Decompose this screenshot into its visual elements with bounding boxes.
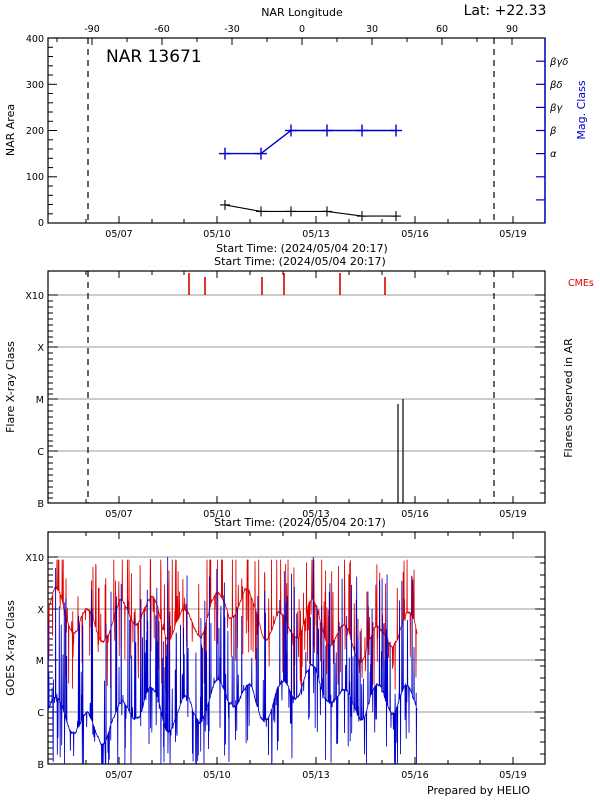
y-axis-title-bottom: GOES X-ray Class — [4, 600, 17, 696]
svg-text:X10: X10 — [25, 553, 44, 564]
mag-class-series — [219, 124, 402, 160]
svg-text:05/10: 05/10 — [203, 229, 230, 240]
mag-class-axis-title: Mag. Class — [575, 80, 588, 139]
nar-area-panel: NAR Longitude Lat: +22.33 -90 -60 -30 0 … — [0, 0, 600, 258]
start-time-caption-middle-wrap: Start Time: (2024/05/04 20:17) — [0, 250, 600, 269]
svg-text:400: 400 — [26, 34, 44, 45]
svg-text:-90: -90 — [84, 24, 100, 35]
svg-text:X: X — [37, 343, 44, 354]
svg-text:05/07: 05/07 — [105, 509, 132, 520]
gridlines-middle — [48, 294, 545, 452]
svg-text:0: 0 — [38, 218, 44, 229]
goes-short-trace — [47, 556, 418, 765]
left-axis-ticks-middle — [48, 294, 58, 504]
left-axis-ticklabels-middle: X10 X M C B — [25, 291, 44, 510]
svg-text:05/10: 05/10 — [203, 509, 230, 520]
limb-dashed-lines-middle — [87, 271, 495, 503]
svg-text:α: α — [550, 149, 557, 160]
limb-dashed-lines — [87, 38, 495, 223]
svg-text:B: B — [37, 760, 44, 771]
bottom-axis-ticks-middle — [85, 271, 514, 503]
svg-text:200: 200 — [26, 126, 44, 137]
svg-text:0: 0 — [299, 24, 305, 35]
nar-area-svg: NAR Longitude Lat: +22.33 -90 -60 -30 0 … — [4, 3, 588, 255]
left-axis-ticklabels: 0 100 200 300 400 — [26, 34, 44, 229]
svg-text:05/16: 05/16 — [401, 229, 428, 240]
nar-title: NAR 13671 — [106, 47, 202, 67]
top-axis-ticks — [56, 38, 513, 45]
cme-markers — [188, 273, 386, 295]
goes-xray-svg: X10 X M C B GOES X-ray Class — [4, 531, 546, 797]
goes-xray-panel: X10 X M C B GOES X-ray Class — [0, 516, 600, 800]
flare-xray-panel: X10 X M C B Flare X-ray Class CMEs Flare… — [0, 255, 600, 520]
svg-text:βγδ: βγδ — [549, 57, 568, 68]
start-time-caption-middle: Start Time: (2024/05/04 20:17) — [214, 255, 386, 268]
top-axis-title: NAR Longitude — [261, 6, 343, 19]
svg-text:05/13: 05/13 — [302, 229, 329, 240]
flares-in-ar-axis-title: Flares observed in AR — [562, 338, 575, 458]
latitude-annotation: Lat: +22.33 — [464, 3, 547, 19]
right-axis-ticks — [536, 60, 545, 201]
y-axis-title-middle: Flare X-ray Class — [4, 341, 17, 433]
svg-text:M: M — [36, 656, 44, 667]
svg-text:05/19: 05/19 — [499, 229, 526, 240]
svg-text:05/07: 05/07 — [105, 770, 132, 781]
start-time-caption-bottom-wrap: Start Time: (2024/05/04 20:17) — [0, 511, 600, 530]
mag-class-ticklabels: α β βγ βδ βγδ — [549, 57, 568, 160]
svg-text:05/07: 05/07 — [105, 229, 132, 240]
right-axis-ticks-bottom — [535, 556, 545, 755]
svg-text:05/10: 05/10 — [203, 770, 230, 781]
svg-text:C: C — [37, 708, 44, 719]
bottom-axis-ticklabels-bottom: 05/07 05/10 05/13 05/16 05/19 — [105, 770, 526, 781]
svg-text:βγ: βγ — [549, 103, 563, 114]
svg-text:05/16: 05/16 — [401, 770, 428, 781]
top-axis-ticklabels: -90 -60 -30 0 30 60 90 — [84, 24, 518, 35]
svg-text:β: β — [549, 126, 557, 137]
right-axis-ticks-middle — [535, 294, 545, 494]
y-axis-title: NAR Area — [4, 104, 17, 156]
cmes-legend-label: CMEs — [568, 278, 594, 289]
flare-markers — [397, 399, 404, 503]
svg-text:-30: -30 — [224, 24, 240, 35]
svg-text:βδ: βδ — [549, 80, 563, 91]
svg-text:X10: X10 — [25, 291, 44, 302]
svg-text:300: 300 — [26, 80, 44, 91]
svg-text:100: 100 — [26, 172, 44, 183]
left-axis-ticklabels-bottom: X10 X M C B — [25, 553, 44, 771]
svg-text:30: 30 — [366, 24, 378, 35]
left-axis-ticks — [48, 37, 57, 224]
bottom-axis-ticklabels-middle: 05/07 05/10 05/13 05/16 05/19 — [105, 509, 526, 520]
svg-text:05/13: 05/13 — [302, 770, 329, 781]
svg-text:B: B — [37, 499, 44, 510]
svg-text:05/19: 05/19 — [499, 509, 526, 520]
goes-long-trace — [47, 559, 418, 700]
svg-text:05/13: 05/13 — [302, 509, 329, 520]
bottom-axis-ticks-bottom — [85, 532, 514, 764]
svg-text:C: C — [37, 447, 44, 458]
bottom-axis-ticks — [85, 216, 514, 223]
start-time-caption: Start Time: (2024/05/04 20:17) — [216, 242, 388, 255]
svg-text:X: X — [37, 605, 44, 616]
svg-text:05/19: 05/19 — [499, 770, 526, 781]
svg-text:05/16: 05/16 — [401, 509, 428, 520]
svg-text:90: 90 — [506, 24, 518, 35]
svg-text:-60: -60 — [154, 24, 170, 35]
nar-area-series — [220, 199, 401, 222]
plot-frame-middle — [47, 270, 546, 504]
svg-text:M: M — [36, 395, 44, 406]
svg-text:60: 60 — [436, 24, 448, 35]
credit-label: Prepared by HELIO — [427, 784, 530, 797]
bottom-axis-ticklabels: 05/07 05/10 05/13 05/16 05/19 — [105, 229, 526, 240]
start-time-caption-bottom: Start Time: (2024/05/04 20:17) — [214, 516, 386, 529]
flare-xray-svg: X10 X M C B Flare X-ray Class CMEs Flare… — [4, 270, 594, 520]
